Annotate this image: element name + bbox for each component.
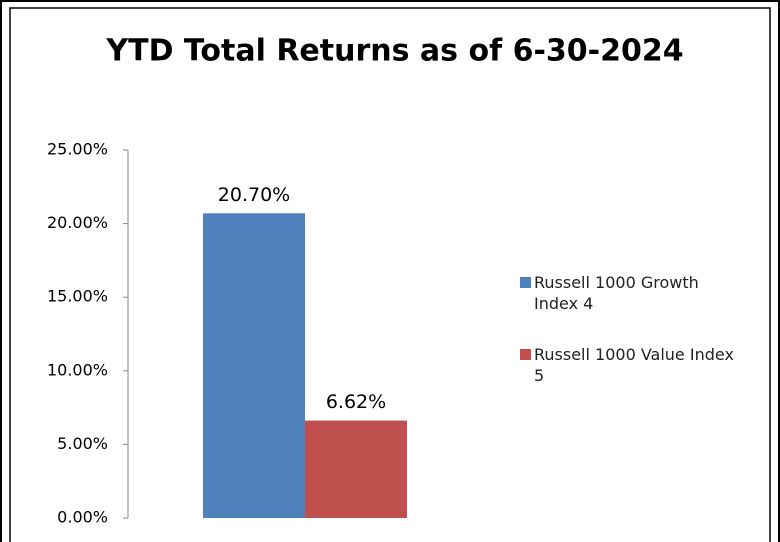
bar	[203, 213, 305, 518]
y-tick-label: 10.00%	[47, 360, 108, 379]
legend-swatch	[520, 349, 531, 360]
legend-swatch	[520, 277, 531, 288]
y-tick-label: 20.00%	[47, 213, 108, 232]
bar	[305, 420, 407, 518]
legend-item: Russell 1000 Growth Index 4	[520, 272, 760, 314]
y-tick-label: 0.00%	[57, 508, 108, 527]
legend-label: Russell 1000 Growth Index 4	[534, 273, 699, 313]
chart-title: YTD Total Returns as of 6-30-2024	[105, 34, 683, 69]
legend-label: Russell 1000 Value Index 5	[534, 345, 734, 385]
data-label: 6.62%	[326, 391, 386, 413]
chart-frame	[9, 7, 771, 542]
y-tick-label: 25.00%	[47, 140, 108, 159]
data-label: 20.70%	[218, 184, 290, 206]
y-tick-label: 5.00%	[57, 434, 108, 453]
y-tick-label: 15.00%	[47, 287, 108, 306]
legend-item: Russell 1000 Value Index 5	[520, 344, 760, 386]
